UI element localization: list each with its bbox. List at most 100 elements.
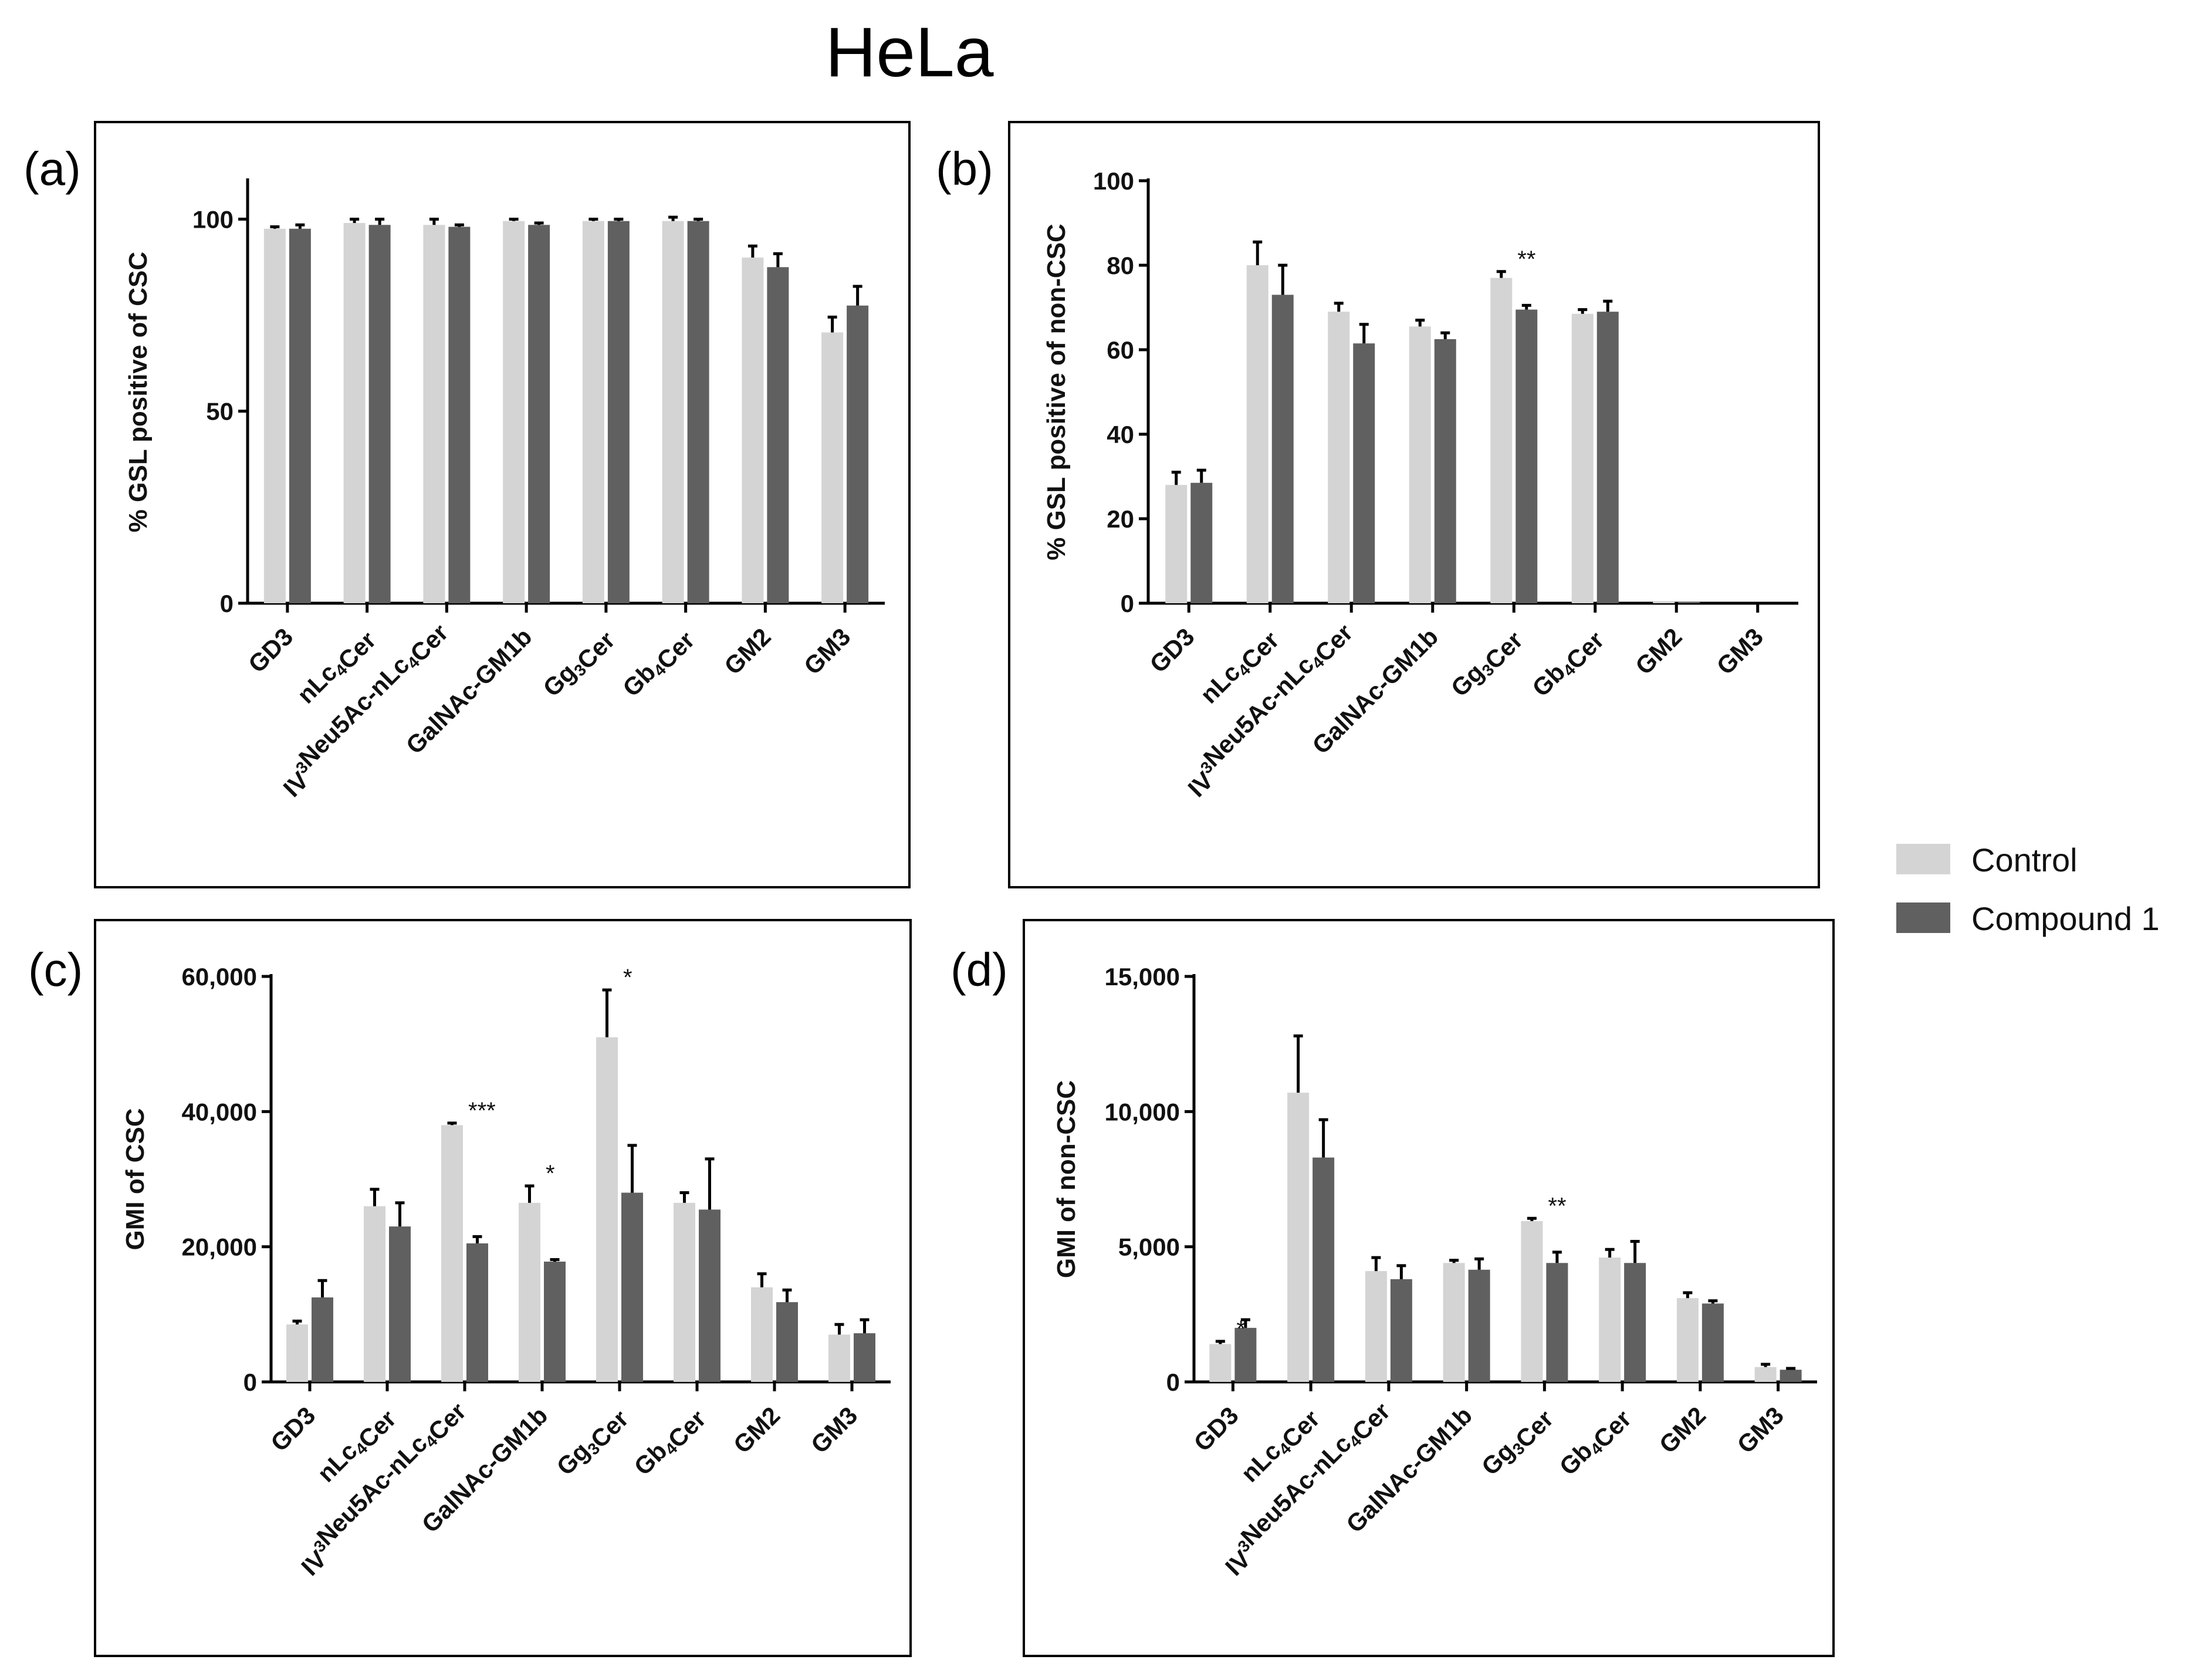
bar bbox=[466, 1243, 488, 1382]
x-category-label-part: GD3 bbox=[265, 1401, 320, 1456]
panel-c-frame bbox=[94, 919, 912, 1657]
bar bbox=[368, 225, 391, 604]
x-category-label-part: GM3 bbox=[799, 623, 856, 680]
bar bbox=[1780, 1370, 1802, 1382]
y-tick-label: 80 bbox=[1107, 252, 1134, 279]
bar bbox=[312, 1297, 333, 1382]
y-tick-label: 5,000 bbox=[1118, 1233, 1180, 1261]
x-category-label-part: GD3 bbox=[243, 623, 298, 678]
bar bbox=[1676, 1298, 1699, 1382]
x-category-label: GM3 bbox=[799, 623, 856, 680]
bar bbox=[596, 1037, 618, 1382]
legend-swatch-control bbox=[1896, 844, 1950, 874]
y-tick-label: 0 bbox=[1166, 1368, 1180, 1396]
y-tick-label: 60 bbox=[1107, 336, 1134, 364]
x-category-label: GM2 bbox=[719, 623, 776, 680]
panel-b-label: (b) bbox=[936, 143, 993, 195]
y-tick-label: 100 bbox=[192, 205, 234, 233]
y-tick-label: 15,000 bbox=[1105, 963, 1180, 991]
significance-marker: *** bbox=[468, 1098, 496, 1124]
bar bbox=[1409, 326, 1431, 603]
y-axis-label: % GSL positive of CSC bbox=[124, 252, 153, 532]
bar bbox=[1490, 278, 1513, 604]
x-category-label-part: GD3 bbox=[1144, 623, 1199, 678]
y-tick-label: 0 bbox=[1121, 590, 1134, 617]
panel-a-label: (a) bbox=[23, 143, 81, 195]
legend-label-control: Control bbox=[1971, 841, 2078, 878]
bar bbox=[423, 225, 445, 604]
significance-marker: ** bbox=[1548, 1193, 1566, 1219]
x-category-label: Gb4Cer bbox=[1527, 623, 1609, 705]
bar bbox=[289, 228, 311, 603]
significance-marker: ** bbox=[1517, 246, 1535, 272]
bar bbox=[1365, 1271, 1387, 1382]
panel-a-frame bbox=[94, 121, 911, 888]
bar bbox=[847, 305, 869, 603]
y-axis-label: GMI of non-CSC bbox=[1052, 1080, 1081, 1278]
significance-marker: * bbox=[1236, 1316, 1246, 1342]
bar bbox=[389, 1226, 411, 1382]
x-category-label: Gg3Cer bbox=[1476, 1401, 1559, 1484]
bar bbox=[742, 257, 764, 604]
legend: Control Compound 1 bbox=[1896, 841, 2160, 937]
x-category-label-part: GM2 bbox=[1654, 1401, 1711, 1459]
x-category-label-part: GM2 bbox=[719, 623, 776, 680]
bar bbox=[1754, 1367, 1777, 1382]
bar bbox=[607, 221, 630, 603]
bar bbox=[821, 332, 844, 603]
panel-c-label: (c) bbox=[28, 944, 83, 996]
x-category-label-part: GD3 bbox=[1188, 1401, 1243, 1456]
figure-title: HeLa bbox=[826, 13, 994, 92]
bar bbox=[1390, 1279, 1412, 1382]
bar bbox=[1701, 1303, 1724, 1382]
bar bbox=[519, 1202, 540, 1382]
panel-d-label: (d) bbox=[950, 944, 1008, 996]
y-tick-label: 60,000 bbox=[182, 963, 257, 991]
bar bbox=[1546, 1263, 1568, 1382]
bar bbox=[582, 221, 604, 603]
bar bbox=[1234, 1327, 1257, 1382]
bar bbox=[1596, 312, 1619, 603]
bar bbox=[1209, 1344, 1232, 1382]
bar bbox=[448, 227, 471, 604]
bar bbox=[1571, 313, 1594, 603]
bar bbox=[544, 1262, 566, 1382]
x-category-label: Gg3Cer bbox=[1446, 623, 1528, 705]
panel-b-frame bbox=[1008, 121, 1820, 888]
bar bbox=[286, 1324, 308, 1382]
bar bbox=[1434, 339, 1456, 603]
y-tick-label: 40,000 bbox=[182, 1098, 257, 1125]
bar bbox=[854, 1333, 875, 1382]
bar bbox=[1271, 295, 1294, 603]
bar bbox=[528, 225, 550, 604]
panel-d-frame bbox=[1023, 919, 1835, 1657]
bar bbox=[1521, 1221, 1543, 1382]
bar bbox=[1443, 1263, 1465, 1382]
y-tick-label: 50 bbox=[206, 398, 234, 425]
y-tick-label: 20,000 bbox=[182, 1233, 257, 1261]
bar bbox=[1624, 1263, 1646, 1382]
bar bbox=[699, 1209, 720, 1382]
x-category-label: GD3 bbox=[265, 1401, 320, 1456]
x-category-label-part: GM3 bbox=[1731, 1401, 1789, 1459]
bar bbox=[776, 1302, 798, 1382]
bar bbox=[1653, 601, 1675, 603]
bar bbox=[503, 221, 525, 603]
x-category-label: Gb4Cer bbox=[617, 623, 700, 705]
x-category-label: GM3 bbox=[806, 1401, 863, 1459]
bar bbox=[343, 223, 366, 603]
x-category-label: GD3 bbox=[1188, 1401, 1243, 1456]
x-category-label-part: GM3 bbox=[806, 1401, 863, 1459]
x-category-label-part: GM3 bbox=[1711, 623, 1769, 680]
bar bbox=[263, 228, 286, 603]
legend-swatch-compound-1 bbox=[1896, 902, 1950, 933]
x-category-label: GM3 bbox=[1711, 623, 1769, 680]
x-category-label-part: GM2 bbox=[1630, 623, 1687, 680]
bar bbox=[1599, 1258, 1621, 1382]
